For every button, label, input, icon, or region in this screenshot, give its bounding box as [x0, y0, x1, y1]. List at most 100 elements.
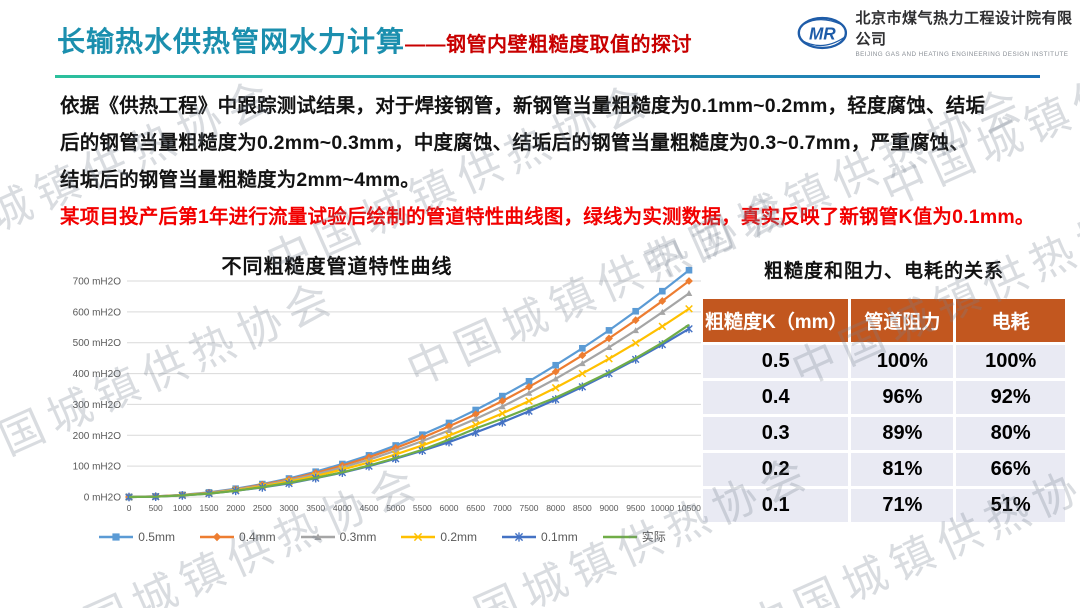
- title-underline: [55, 75, 1040, 78]
- y-axis-label: 200 mH2O: [73, 431, 122, 442]
- table-cell: 0.1: [703, 489, 852, 522]
- highlight-paragraph: 某项目投产后第1年进行流量试验后绘制的管道特性曲线图，绿线为实测数据，真实反映了…: [60, 206, 1035, 228]
- marker-x: [631, 339, 640, 347]
- x-axis-label: 8000: [546, 503, 565, 513]
- body-line-3: 结垢后的钢管当量粗糙度为2mm~4mm。: [60, 169, 420, 191]
- roughness-table-panel: 粗糙度和阻力、电耗的关系 粗糙度K（mm） 管道阻力 电耗 0.5 100% 100% 0…: [703, 256, 1065, 525]
- table-row: 0.3 89% 80%: [703, 417, 1065, 450]
- x-axis-label: 9000: [600, 503, 619, 513]
- marker-diamond: [212, 532, 222, 541]
- legend-item-0.1mm: 0.1mm: [501, 530, 578, 544]
- legend-item-实际: 实际: [602, 528, 666, 545]
- series-line-实际: [128, 323, 690, 499]
- legend-item-0.4mm: 0.4mm: [199, 530, 276, 544]
- table-cell: 0.5: [703, 345, 852, 378]
- table-title: 粗糙度和阻力、电耗的关系: [763, 261, 1004, 282]
- table-cell: 0.3: [703, 417, 852, 450]
- table-row: 0.5 100% 100%: [703, 345, 1065, 378]
- table-cell: 0.2: [703, 453, 852, 486]
- company-name-en: BEIJING GAS AND HEATING ENGINEERING DESI…: [855, 51, 1069, 58]
- table-cell: 89%: [851, 417, 957, 450]
- legend-marker-none: [602, 535, 637, 538]
- marker-diamond: [525, 382, 533, 391]
- legend-label: 实际: [641, 530, 666, 544]
- marker-diamond: [658, 297, 667, 305]
- table-cell: 51%: [956, 489, 1065, 522]
- table-cell: 100%: [851, 345, 957, 378]
- marker-x: [605, 354, 613, 363]
- x-axis-label: 10500: [677, 503, 701, 513]
- x-axis-label: 10000: [651, 503, 675, 513]
- x-axis-label: 3500: [306, 503, 325, 513]
- marker-square: [499, 392, 506, 400]
- marker-triangle: [472, 415, 479, 422]
- legend-item-0.5mm: 0.5mm: [98, 530, 175, 544]
- mr-logo-icon: MR: [797, 16, 848, 49]
- marker-square: [659, 287, 666, 295]
- company-name-cn: 北京市煤气热力工程设计院有限公司: [855, 10, 1073, 48]
- y-axis-label: 600 mH2O: [73, 307, 122, 318]
- mr-logo-text: MR: [809, 23, 836, 43]
- table-header-cell: 粗糙度K（mm）: [703, 299, 852, 342]
- chart-legend: 0.5mm 0.4mm 0.3mm 0.2mm 0.1mm 实际: [57, 528, 707, 545]
- marker-x: [658, 322, 667, 331]
- x-axis-label: 8500: [573, 503, 592, 513]
- series-line-0.1mm: [128, 327, 690, 499]
- x-axis-label: 5500: [413, 503, 432, 513]
- marker-triangle: [579, 360, 586, 367]
- marker-x: [551, 383, 560, 392]
- y-axis-label: 700 mH2O: [73, 277, 122, 288]
- x-axis-label: 9500: [626, 503, 645, 513]
- legend-marker-x: [401, 532, 436, 541]
- marker-x: [525, 397, 533, 405]
- marker-triangle: [419, 437, 426, 444]
- body-line-2: 后的钢管当量粗糙度为0.2mm~0.3mm，中度腐蚀、结垢后的钢管当量粗糙度为0…: [60, 132, 970, 154]
- legend-item-0.2mm: 0.2mm: [400, 530, 477, 544]
- body-paragraph: 依据《供热工程》中跟踪测试结果，对于焊接钢管，新钢管当量粗糙度为0.1mm~0.…: [60, 88, 1070, 199]
- y-axis-label: 300 mH2O: [73, 400, 122, 411]
- legend-label: 0.1mm: [541, 529, 578, 544]
- x-axis-label: 5000: [386, 503, 405, 513]
- company-names: 北京市煤气热力工程设计院有限公司 BEIJING GAS AND HEATING…: [856, 7, 1080, 58]
- body-line-1: 依据《供热工程》中跟踪测试结果，对于焊接钢管，新钢管当量粗糙度为0.1mm~0.…: [60, 95, 986, 117]
- marker-triangle: [525, 389, 533, 396]
- y-axis-label: 500 mH2O: [73, 338, 122, 349]
- marker-x: [685, 304, 693, 313]
- x-axis-label: 2000: [226, 503, 245, 513]
- x-axis-label: 7500: [520, 503, 539, 513]
- table-row: 0.4 96% 92%: [703, 381, 1065, 414]
- title-main: 长输热水供热管网水力计算: [57, 26, 406, 57]
- table-header-cell: 管道阻力: [851, 299, 957, 342]
- legend-marker-triangle: [300, 532, 335, 540]
- marker-square: [685, 266, 693, 274]
- marker-triangle: [605, 344, 613, 351]
- marker-triangle: [445, 427, 453, 434]
- marker-square: [579, 344, 586, 352]
- table-cell: 66%: [956, 453, 1065, 486]
- table-body: 0.5 100% 100% 0.4 96% 92% 0.3 89% 80% 0.2 81% 66% 0.…: [703, 345, 1065, 522]
- x-axis-label: 500: [149, 503, 163, 513]
- marker-x: [498, 409, 507, 418]
- marker-triangle: [314, 532, 322, 540]
- table-row: 0.2 81% 66%: [703, 453, 1065, 486]
- x-axis-label: 4500: [360, 503, 379, 513]
- roughness-table: 粗糙度K（mm） 管道阻力 电耗 0.5 100% 100% 0.4 96% 92% 0.3 89…: [703, 296, 1065, 525]
- marker-triangle: [659, 308, 666, 315]
- table-row: 0.1 71% 51%: [703, 489, 1065, 522]
- company-logo-block: MR 北京市煤气热力工程设计院有限公司 BEIJING GAS AND HEAT…: [797, 7, 1080, 58]
- legend-item-0.3mm: 0.3mm: [300, 530, 376, 544]
- marker-x: [445, 431, 453, 440]
- table-header-cell: 电耗: [956, 299, 1065, 342]
- legend-marker-square: [99, 532, 134, 541]
- chart-title: 不同粗糙度管道特性曲线: [221, 256, 453, 278]
- marker-triangle: [632, 327, 639, 334]
- slide-title: 长输热水供热管网水力计算 ——钢管内壁粗糙度取值的探讨: [57, 20, 692, 60]
- legend-marker-diamond: [199, 532, 234, 541]
- y-axis-label: 100 mH2O: [73, 462, 122, 473]
- x-axis-label: 6500: [466, 503, 485, 513]
- x-axis-label: 1500: [200, 503, 219, 513]
- marker-diamond: [631, 316, 640, 325]
- y-axis-label: 400 mH2O: [73, 369, 122, 380]
- legend-label: 0.4mm: [238, 529, 276, 544]
